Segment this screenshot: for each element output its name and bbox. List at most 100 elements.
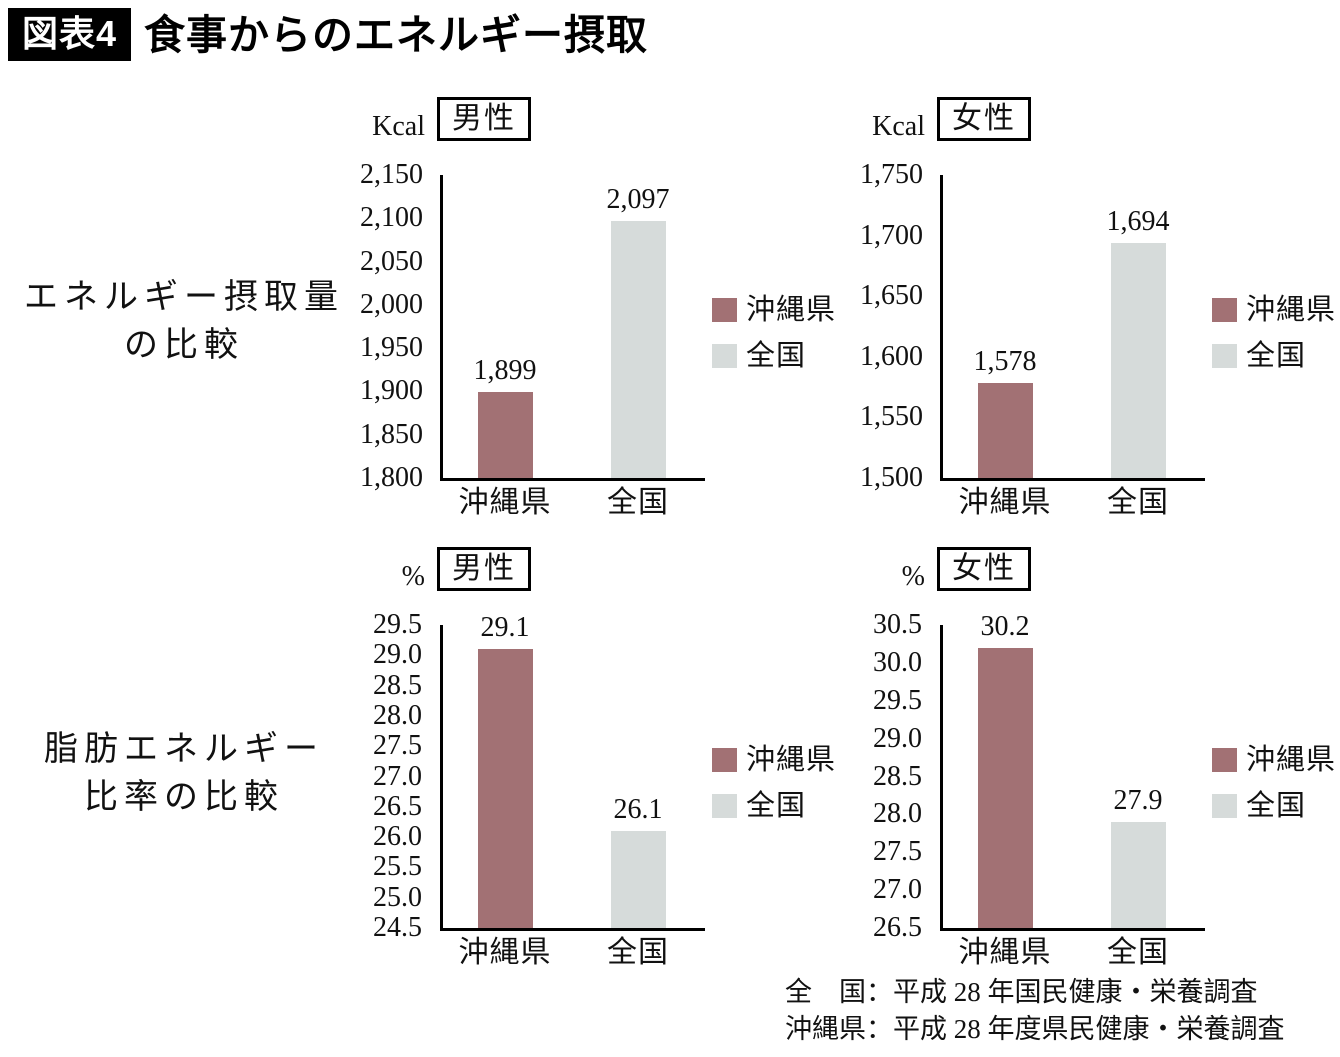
bar-value-label: 30.2 [980, 611, 1030, 642]
legend-label: 全国 [1246, 340, 1307, 372]
figure-tag-badge: 図表4 [8, 8, 132, 61]
x-axis-line [440, 478, 705, 481]
y-tick-label: 28.5 [373, 669, 422, 701]
y-tick-label: 24.5 [373, 912, 422, 943]
bar-value-label: 26.1 [613, 794, 663, 825]
bar-national [1110, 243, 1166, 478]
bar-value-label: 1,694 [1106, 206, 1170, 237]
y-tick-label: 26.5 [873, 912, 922, 943]
chart-fat-energy-ratio-female: % 女性 30.5 30.0 29.5 29.0 28.5 28.0 27.5 27.0 26.5 3… [860, 545, 1340, 995]
legend-item-national: 全国 [1212, 341, 1306, 371]
gender-badge: 女性 [937, 97, 1031, 141]
legend-item-okinawa: 沖縄県 [1212, 745, 1336, 775]
legend-swatch-okinawa-icon [1212, 748, 1237, 772]
y-tick-label: 29.5 [373, 609, 422, 640]
footnote-national-source: 全 国：平成 28 年国民健康・栄養調査 [785, 977, 1258, 1007]
chart-fat-energy-ratio-male: % 男性 29.5 29.0 28.5 28.0 27.5 27.0 26.5 26.0 25.5 2… [360, 545, 840, 995]
legend-label: 沖縄県 [1246, 744, 1337, 776]
y-tick-label: 2,100 [360, 202, 423, 234]
bar-value-label: 27.9 [1113, 785, 1163, 816]
bar-national [610, 221, 666, 478]
y-tick-label: 28.0 [373, 699, 422, 731]
unit-label: % [401, 561, 425, 592]
gender-badge: 女性 [937, 547, 1031, 591]
figure-title: 食事からのエネルギー摂取 [144, 11, 649, 58]
legend-item-national: 全国 [1212, 791, 1306, 821]
unit-label: Kcal [372, 111, 425, 142]
x-category-label: 全国 [1107, 486, 1169, 519]
y-tick-label: 1,750 [860, 159, 923, 190]
y-tick-label: 25.0 [373, 881, 422, 913]
y-tick-label: 27.0 [373, 760, 422, 792]
x-axis-line [940, 478, 1205, 481]
y-tick-label: 2,150 [360, 159, 423, 190]
y-tick-label: 26.0 [373, 821, 422, 853]
y-tick-label: 2,000 [360, 288, 423, 320]
y-tick-label: 1,800 [360, 462, 423, 493]
bar-national [1110, 822, 1166, 928]
row-label-line: の比較 [124, 327, 244, 364]
y-tick-label: 1,950 [360, 332, 423, 364]
bar-value-label: 29.1 [480, 612, 530, 643]
row-label-fat-energy-ratio: 脂肪エネルギー 比率の比較 [0, 726, 368, 822]
row-label-line: エネルギー摂取量 [24, 279, 344, 316]
bar-okinawa [477, 649, 533, 928]
y-tick-label: 29.0 [373, 639, 422, 671]
x-category-label: 沖縄県 [958, 486, 1052, 519]
row-label-line: 脂肪エネルギー [44, 731, 324, 768]
y-tick-label: 27.5 [873, 836, 922, 868]
y-tick-label: 30.0 [873, 646, 922, 678]
chart-energy-intake-male: Kcal 男性 2,150 2,100 2,050 2,000 1,950 1,900 1,85… [360, 95, 840, 545]
legend-swatch-national-icon [1212, 794, 1237, 818]
x-axis-line [940, 928, 1205, 931]
y-axis-line [940, 175, 943, 481]
legend-swatch-national-icon [1212, 344, 1237, 368]
y-tick-label: 1,650 [860, 280, 923, 312]
row-label-energy-intake: エネルギー摂取量 の比較 [0, 274, 368, 370]
y-axis-line [440, 175, 443, 481]
legend-label: 沖縄県 [746, 744, 837, 776]
figure-header: 図表4 食事からのエネルギー摂取 [8, 8, 648, 61]
bar-okinawa [477, 392, 533, 478]
y-axis-line [940, 625, 943, 931]
chart-energy-intake-female: Kcal 女性 1,750 1,700 1,650 1,600 1,550 1,500 1,57… [860, 95, 1340, 545]
y-tick-label: 1,500 [860, 462, 923, 493]
y-tick-label: 28.5 [873, 760, 922, 792]
y-tick-label: 2,050 [360, 245, 423, 277]
gender-badge: 男性 [437, 547, 531, 591]
legend-label: 全国 [746, 790, 807, 822]
x-category-label: 沖縄県 [458, 936, 552, 969]
x-category-label: 全国 [1107, 936, 1169, 969]
bar-okinawa [977, 648, 1033, 928]
bar-value-label: 2,097 [606, 184, 670, 215]
legend-label: 沖縄県 [746, 294, 837, 326]
source-footnotes: 全 国：平成 28 年国民健康・栄養調査 沖縄県：平成 28 年度県民健康・栄養… [785, 974, 1285, 1048]
y-tick-label: 1,700 [860, 219, 923, 251]
x-category-label: 全国 [607, 486, 669, 519]
legend-item-okinawa: 沖縄県 [712, 295, 836, 325]
x-axis-line [440, 928, 705, 931]
legend-label: 全国 [746, 340, 807, 372]
y-tick-label: 29.0 [873, 722, 922, 754]
y-tick-label: 1,900 [360, 375, 423, 407]
x-category-label: 沖縄県 [958, 936, 1052, 969]
legend-item-national: 全国 [712, 341, 806, 371]
gender-badge: 男性 [437, 97, 531, 141]
legend-swatch-national-icon [712, 344, 737, 368]
unit-label: % [901, 561, 925, 592]
y-tick-label: 28.0 [873, 798, 922, 830]
y-tick-label: 1,600 [860, 340, 923, 372]
footnote-okinawa-source: 沖縄県：平成 28 年度県民健康・栄養調査 [785, 1014, 1285, 1044]
legend-label: 沖縄県 [1246, 294, 1337, 326]
legend-item-okinawa: 沖縄県 [712, 745, 836, 775]
bar-okinawa [977, 383, 1033, 478]
bar-value-label: 1,578 [973, 346, 1037, 377]
legend-swatch-okinawa-icon [712, 748, 737, 772]
legend-swatch-okinawa-icon [1212, 298, 1237, 322]
x-category-label: 全国 [607, 936, 669, 969]
y-tick-label: 27.0 [873, 874, 922, 906]
y-tick-label: 25.5 [373, 851, 422, 883]
legend-item-national: 全国 [712, 791, 806, 821]
legend-label: 全国 [1246, 790, 1307, 822]
